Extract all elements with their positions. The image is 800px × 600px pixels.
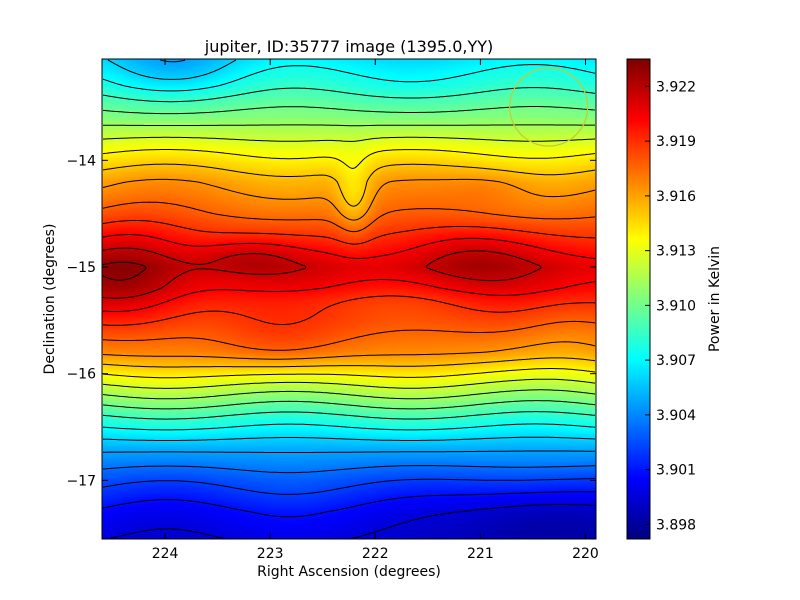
colorbar-frame	[626, 58, 651, 540]
contour-line	[102, 201, 596, 351]
contour-line	[102, 247, 542, 299]
y-axis: −14 −15 −16 −17	[66, 153, 596, 489]
contour-line	[102, 136, 596, 389]
contour-line	[102, 59, 596, 441]
x-tick-label: 224	[152, 546, 179, 562]
contour-line	[102, 234, 596, 312]
plot-frame	[101, 58, 597, 540]
y-tick-label: −15	[66, 260, 96, 276]
contour-line	[102, 220, 596, 326]
x-tick-label: 222	[362, 546, 389, 562]
x-tick-label: 220	[572, 546, 599, 562]
contour-line	[102, 465, 595, 474]
contour-line	[102, 478, 596, 495]
x-axis-label: Right Ascension (degrees)	[257, 564, 441, 580]
contour-line	[110, 504, 596, 539]
contour-line	[102, 163, 596, 368]
colorbar-tick-label: 3.907	[656, 353, 696, 369]
x-tick-label: 223	[257, 546, 284, 562]
x-axis: 224 223 222 221 220	[152, 59, 599, 562]
colorbar-tick-label: 3.922	[656, 79, 696, 95]
chart-title: jupiter, ID:35777 image (1395.0,YY)	[204, 37, 494, 56]
y-tick-label: −16	[66, 367, 96, 383]
colorbar-tick-label: 3.904	[656, 408, 696, 424]
contour-line	[102, 491, 595, 518]
y-tick-label: −14	[66, 153, 96, 169]
colorbar-label: Power in Kelvin	[707, 246, 723, 352]
y-axis-label: Declination (degrees)	[42, 224, 58, 375]
heatmap-image	[102, 59, 596, 539]
contour-line	[102, 64, 596, 431]
colorbar-gradient	[627, 59, 650, 539]
contour-line	[102, 124, 595, 400]
colorbar-tick-label: 3.901	[656, 463, 696, 479]
beam-marker	[509, 67, 589, 147]
colorbar-tick-label: 3.919	[656, 134, 696, 150]
colorbar-tick-label: 3.913	[656, 244, 696, 260]
colorbar-tick-label: 3.916	[656, 189, 696, 205]
colorbar-ticks: 3.922 3.919 3.916 3.913 3.910 3.907 3.904 3.901…	[645, 79, 696, 533]
contour-line	[103, 59, 595, 453]
contour-line	[102, 106, 596, 410]
colorbar-tick-label: 3.910	[656, 298, 696, 314]
contour-line	[102, 87, 596, 420]
contour-line	[102, 261, 147, 281]
contour-lines	[102, 59, 596, 539]
colorbar: 3.922 3.919 3.916 3.913 3.910 3.907 3.904 3.901…	[626, 58, 696, 540]
contour-line	[102, 178, 596, 360]
colorbar-tick-label: 3.898	[656, 517, 696, 533]
x-tick-label: 221	[467, 546, 494, 562]
contour-line	[102, 149, 596, 379]
y-tick-label: −17	[66, 473, 96, 489]
heatmap-plot	[102, 59, 596, 539]
